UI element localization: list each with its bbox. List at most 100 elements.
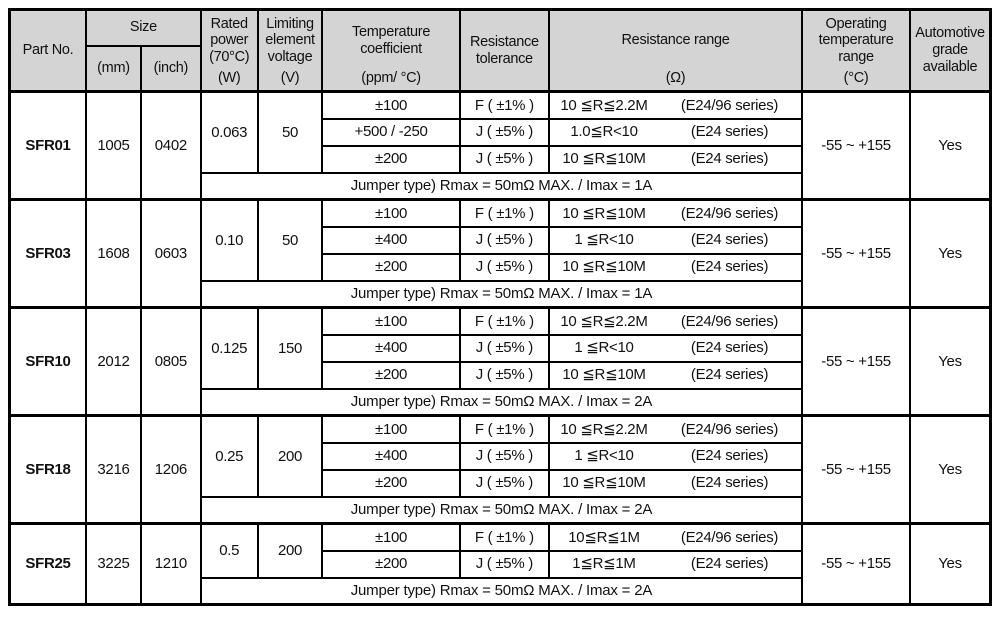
resistance-range-cell: 1 ≦R<10 (E24 series) <box>547 441 804 471</box>
header-size-mm-label: (mm) <box>97 59 130 76</box>
temp-coeff-cell: ±400 <box>321 333 461 363</box>
resistance-range-cell: 10≦R≦1M (E24/96 series) <box>547 522 804 552</box>
resistance-range-cell: 10 ≦R≦10M (E24 series) <box>547 360 804 390</box>
op-temp-cell: -55 ~ +155 <box>801 306 911 417</box>
header-size: Size <box>85 8 202 47</box>
rated-power-cell: 0.063 <box>199 90 259 174</box>
header-rated-power-unit: (W) <box>217 69 241 86</box>
size-mm-cell: 1005 <box>85 90 142 201</box>
range-series: (E24/96 series) <box>680 312 779 330</box>
op-temp-cell: -55 ~ +155 <box>801 90 911 201</box>
row-group-sfr01: SFR01 1005 0402 0.063 50 ±100 F ( ±1% ) … <box>8 90 992 201</box>
header-resistance-range-unit: (Ω) <box>665 69 686 86</box>
header-temp-coeff: Temperature coefficient (ppm/ °C) <box>321 8 461 93</box>
automotive-cell: Yes <box>909 90 992 201</box>
part-no-cell: SFR03 <box>8 198 88 309</box>
limiting-voltage-cell: 50 <box>256 90 324 174</box>
part-no-cell: SFR25 <box>8 522 88 606</box>
range-value: 10 ≦R≦10M <box>562 204 646 222</box>
rated-power-cell: 0.10 <box>199 198 259 282</box>
header-resistance-range-label: Resistance range <box>621 32 730 49</box>
tolerance-cell: J ( ±5% ) <box>458 117 550 147</box>
temp-coeff-cell: ±200 <box>321 549 461 579</box>
range-value: 1.0≦R<10 <box>570 123 638 141</box>
temp-coeff-cell: ±400 <box>321 225 461 255</box>
range-series: (E24/96 series) <box>680 420 779 438</box>
automotive-cell: Yes <box>909 414 992 525</box>
header-size-mm: (mm) <box>85 44 142 93</box>
limiting-voltage-cell: 200 <box>256 522 324 579</box>
header-automotive: Automotive grade available <box>909 8 992 93</box>
range-series: (E24 series) <box>690 474 769 492</box>
jumper-type-cell: Jumper type) Rmax = 50mΩ MAX. / Imax = 1… <box>199 279 804 309</box>
range-series: (E24 series) <box>690 447 769 465</box>
size-inch-cell: 0402 <box>139 90 202 201</box>
header-op-temp-label: Operating temperature range <box>818 15 894 65</box>
tolerance-cell: J ( ±5% ) <box>458 441 550 471</box>
header-tolerance-label: Resistance tolerance <box>469 33 539 67</box>
range-series: (E24 series) <box>690 258 769 276</box>
resistance-range-cell: 10 ≦R≦10M (E24 series) <box>547 144 804 174</box>
header-size-inch: (inch) <box>139 44 202 93</box>
jumper-type-cell: Jumper type) Rmax = 50mΩ MAX. / Imax = 2… <box>199 387 804 417</box>
table-row: SFR25 3225 1210 0.5 200 ±100 F ( ±1% ) 1… <box>8 522 992 606</box>
tolerance-cell: J ( ±5% ) <box>458 549 550 579</box>
part-no-cell: SFR18 <box>8 414 88 525</box>
tolerance-cell: F ( ±1% ) <box>458 198 550 228</box>
size-inch-cell: 0603 <box>139 198 202 309</box>
header-temp-coeff-label: Temperature coefficient <box>352 23 431 57</box>
rated-power-cell: 0.5 <box>199 522 259 579</box>
part-no-cell: SFR10 <box>8 306 88 417</box>
op-temp-cell: -55 ~ +155 <box>801 414 911 525</box>
table-row: SFR03 1608 0603 0.10 50 ±100 F ( ±1% ) 1… <box>8 198 992 309</box>
range-series: (E24/96 series) <box>680 96 779 114</box>
range-series: (E24/96 series) <box>680 528 779 546</box>
tolerance-cell: J ( ±5% ) <box>458 360 550 390</box>
size-mm-cell: 2012 <box>85 306 142 417</box>
resistance-range-cell: 1 ≦R<10 (E24 series) <box>547 225 804 255</box>
automotive-cell: Yes <box>909 306 992 417</box>
range-value: 10 ≦R≦10M <box>562 258 646 276</box>
temp-coeff-cell: ±200 <box>321 252 461 282</box>
range-value: 1≦R≦1M <box>572 555 636 573</box>
row-group-sfr25: SFR25 3225 1210 0.5 200 ±100 F ( ±1% ) 1… <box>8 522 992 606</box>
limiting-voltage-cell: 50 <box>256 198 324 282</box>
temp-coeff-cell: ±100 <box>321 414 461 444</box>
range-series: (E24 series) <box>690 231 769 249</box>
temp-coeff-cell: ±200 <box>321 360 461 390</box>
range-value: 10 ≦R≦10M <box>562 150 646 168</box>
table-row: SFR18 3216 1206 0.25 200 ±100 F ( ±1% ) … <box>8 414 992 525</box>
resistance-range-cell: 10 ≦R≦10M (E24 series) <box>547 252 804 282</box>
tolerance-cell: F ( ±1% ) <box>458 306 550 336</box>
header-op-temp-unit: (°C) <box>843 69 869 86</box>
header-size-inch-label: (inch) <box>153 59 189 76</box>
size-inch-cell: 1210 <box>139 522 202 606</box>
header-part-no: Part No. <box>8 8 88 93</box>
temp-coeff-cell: ±100 <box>321 306 461 336</box>
header-size-label: Size <box>129 19 157 36</box>
size-mm-cell: 3216 <box>85 414 142 525</box>
temp-coeff-cell: +500 / -250 <box>321 117 461 147</box>
table-row: SFR10 2012 0805 0.125 150 ±100 F ( ±1% )… <box>8 306 992 417</box>
resistance-range-cell: 1.0≦R<10 (E24 series) <box>547 117 804 147</box>
range-value: 1 ≦R<10 <box>574 231 634 249</box>
resistance-range-cell: 1 ≦R<10 (E24 series) <box>547 333 804 363</box>
range-series: (E24 series) <box>690 555 769 573</box>
temp-coeff-cell: ±200 <box>321 144 461 174</box>
row-group-sfr18: SFR18 3216 1206 0.25 200 ±100 F ( ±1% ) … <box>8 414 992 525</box>
range-series: (E24 series) <box>690 123 769 141</box>
limiting-voltage-cell: 200 <box>256 414 324 498</box>
tolerance-cell: F ( ±1% ) <box>458 90 550 120</box>
temp-coeff-cell: ±200 <box>321 468 461 498</box>
automotive-cell: Yes <box>909 522 992 606</box>
table-header: Part No. Size Rated power (70°C) (W) Lim… <box>8 8 992 93</box>
header-automotive-label: Automotive grade available <box>915 25 985 75</box>
op-temp-cell: -55 ~ +155 <box>801 522 911 606</box>
tolerance-cell: J ( ±5% ) <box>458 468 550 498</box>
row-group-sfr03: SFR03 1608 0603 0.10 50 ±100 F ( ±1% ) 1… <box>8 198 992 309</box>
header-rated-power-label: Rated power (70°C) <box>209 15 250 65</box>
range-series: (E24 series) <box>690 366 769 384</box>
temp-coeff-cell: ±100 <box>321 522 461 552</box>
header-resistance-range: Resistance range (Ω) <box>547 8 804 93</box>
header-limiting-voltage: Limiting element voltage (V) <box>256 8 324 93</box>
